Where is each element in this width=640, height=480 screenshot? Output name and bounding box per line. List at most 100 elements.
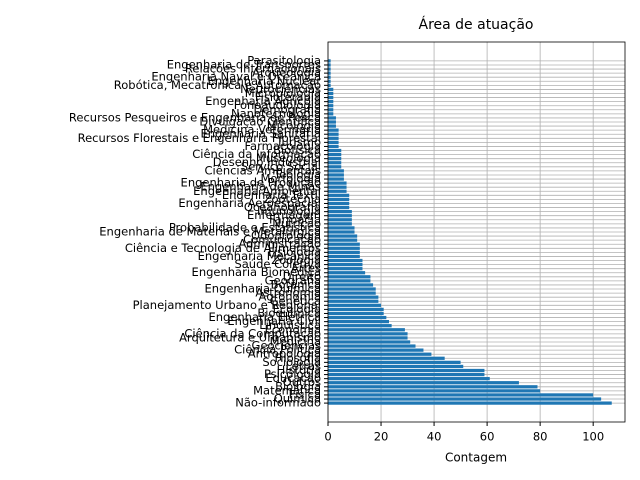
bar	[328, 258, 363, 263]
y-tick-label: Geociências	[252, 339, 321, 353]
y-tick-label: Fonoaudiologia	[234, 98, 321, 112]
y-tick-label: Engenharia Elétrica	[208, 310, 321, 324]
bar	[328, 303, 382, 307]
y-tick-label: Engenharia Biomédica	[192, 265, 321, 279]
y-tick-label: Física	[289, 387, 321, 401]
bar	[328, 161, 342, 165]
bar	[328, 214, 352, 218]
y-tick-label: Botânica	[271, 277, 321, 291]
y-tick-label: Ecologia	[273, 302, 321, 316]
bar	[328, 157, 342, 161]
bar	[328, 83, 331, 87]
y-tick-label: Microbiologia	[245, 86, 321, 100]
y-tick-label: Desenho Industrial	[213, 155, 321, 169]
y-tick-label: Linguística	[259, 318, 321, 332]
y-tick-label: Robótica, Mecatrônica e Automação	[114, 78, 321, 92]
bar	[328, 222, 352, 226]
y-tick-label: Engenharia Agrícola	[205, 94, 321, 108]
bar	[328, 75, 331, 79]
bar	[328, 336, 408, 340]
bar	[328, 59, 331, 63]
chart-title: Área de atuação	[419, 16, 534, 33]
bar	[328, 87, 334, 92]
y-tick-label: Recursos Florestais e Engenharia Florest…	[78, 131, 321, 145]
y-tick-label: Não-informado	[235, 396, 321, 410]
y-tick-label: Psicologia	[264, 367, 321, 381]
bar	[328, 201, 350, 206]
bar	[328, 79, 331, 83]
y-tick-label: Farmacologia	[244, 139, 321, 153]
bar	[328, 234, 358, 238]
plot-frame	[327, 41, 626, 423]
bar	[328, 169, 344, 173]
bar	[328, 250, 360, 254]
bar	[328, 181, 347, 185]
y-tick-label: Micologia	[267, 119, 321, 133]
bar	[328, 112, 334, 116]
y-tick-label: Letras	[285, 359, 321, 373]
y-tick-label: Teologia	[273, 167, 321, 181]
y-tick-label: Morfologia	[260, 172, 321, 186]
y-tick-label: Astronomia	[255, 286, 321, 300]
y-tick-label: Oceanografia	[244, 200, 321, 214]
y-tick-label: Arqueologia	[252, 66, 321, 80]
bar	[328, 95, 334, 100]
y-tick-label: Agronomia	[259, 290, 321, 304]
bar	[328, 63, 331, 67]
bar	[328, 344, 416, 348]
y-tick-label: Engenharia Têxtil	[222, 188, 321, 202]
bar	[328, 226, 355, 230]
y-tick-label: Genética	[270, 294, 321, 308]
y-tick-label: Biologia	[275, 379, 321, 393]
bar	[328, 279, 371, 283]
y-tick-label: Planejamento Urbano e Regional	[133, 298, 321, 312]
bar	[328, 128, 339, 132]
bar	[328, 230, 355, 234]
bar	[328, 193, 350, 197]
y-tick-label: Zootecnia	[264, 192, 321, 206]
bar	[328, 246, 360, 250]
bar	[328, 124, 336, 128]
x-tick-label: 80	[533, 430, 548, 444]
bar	[328, 295, 379, 299]
bar	[328, 271, 366, 275]
y-tick-label: Recursos Pesqueiros e Engenharia de Pesc…	[69, 110, 321, 124]
bar	[328, 205, 350, 210]
y-tick-label: Farmácia	[269, 212, 321, 226]
x-tick-label: 0	[324, 430, 331, 444]
y-tick-label: Medicina	[270, 334, 321, 348]
x-axis-label: Contagem	[445, 451, 507, 465]
y-tick-label: Zoologia	[271, 253, 321, 267]
bar	[328, 328, 405, 332]
y-tick-label: Química	[274, 392, 321, 406]
y-tick-label: Sociologia	[262, 355, 321, 369]
bar	[328, 185, 347, 189]
y-tick-label: Engenharia de Minas	[200, 180, 321, 194]
bar	[328, 218, 352, 222]
bar	[328, 132, 339, 136]
bar	[328, 148, 342, 153]
bar	[328, 368, 485, 373]
bar	[328, 401, 612, 405]
x-tick-label: 60	[480, 430, 495, 444]
x-tick-label: 100	[582, 430, 604, 444]
y-tick-label: Imunologia	[257, 204, 321, 218]
y-tick-label: Engenharia Aeroespacial	[178, 196, 321, 210]
bar	[328, 356, 445, 360]
y-tick-label: Saúde Coletiva	[234, 257, 321, 271]
bar	[328, 287, 376, 291]
x-tick-label: 40	[427, 430, 442, 444]
bar	[328, 332, 408, 336]
y-tick-label: Parasitologia	[247, 53, 321, 67]
y-tick-label: História	[277, 363, 321, 377]
bar	[328, 267, 363, 271]
y-tick-label: Odontologia	[251, 229, 321, 243]
bar	[328, 372, 485, 377]
y-tick-label: Engenharia Química	[205, 282, 321, 296]
y-tick-label: Demografia	[253, 102, 321, 116]
y-tick-label: Engenharia de Transportes	[167, 57, 321, 71]
y-tick-label: Fisioterapia	[255, 90, 321, 104]
y-tick-label: Nutrição	[272, 216, 321, 230]
bar	[328, 189, 347, 193]
y-tick-label: Neurociências	[240, 82, 321, 96]
